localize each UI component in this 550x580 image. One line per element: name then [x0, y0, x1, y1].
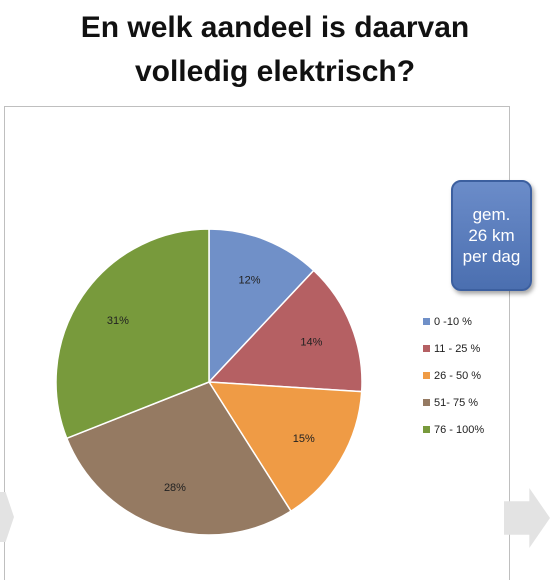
slice-label-2: 15% — [293, 433, 315, 445]
badge-line-3: per dag — [462, 247, 521, 266]
average-distance-badge: gem. 26 km per dag — [451, 180, 532, 291]
legend-label-1: 11 - 25 % — [434, 343, 480, 355]
pie-slice-2 — [207, 381, 363, 513]
legend-label-4: 76 - 100% — [434, 424, 484, 436]
title-line-1: En welk aandeel is daarvan — [80, 11, 470, 44]
legend-swatch-0 — [423, 318, 430, 325]
pie-slice-1 — [207, 269, 363, 393]
legend-swatch-3 — [423, 399, 430, 406]
slice-label-1: 14% — [300, 336, 322, 348]
legend-swatch-2 — [423, 372, 430, 379]
pie-slice-4 — [55, 228, 210, 440]
legend-label-3: 51- 75 % — [434, 397, 478, 409]
slice-label-3: 28% — [164, 482, 186, 494]
pie-slice-0 — [208, 228, 315, 384]
pie-slice-3 — [65, 381, 293, 536]
slice-label-0: 12% — [239, 275, 261, 287]
badge-line-1: gem. — [472, 205, 511, 224]
legend-swatch-4 — [423, 426, 430, 433]
page-title: En welk aandeel is daarvan volledig elek… — [0, 6, 550, 94]
legend-label-0: 0 -10 % — [434, 316, 472, 328]
legend-swatch-1 — [423, 345, 430, 352]
title-line-2: volledig elektrisch? — [134, 55, 416, 88]
badge-line-2: 26 km — [468, 226, 515, 245]
legend-label-2: 26 - 50 % — [434, 370, 481, 382]
slice-label-4: 31% — [107, 315, 129, 327]
